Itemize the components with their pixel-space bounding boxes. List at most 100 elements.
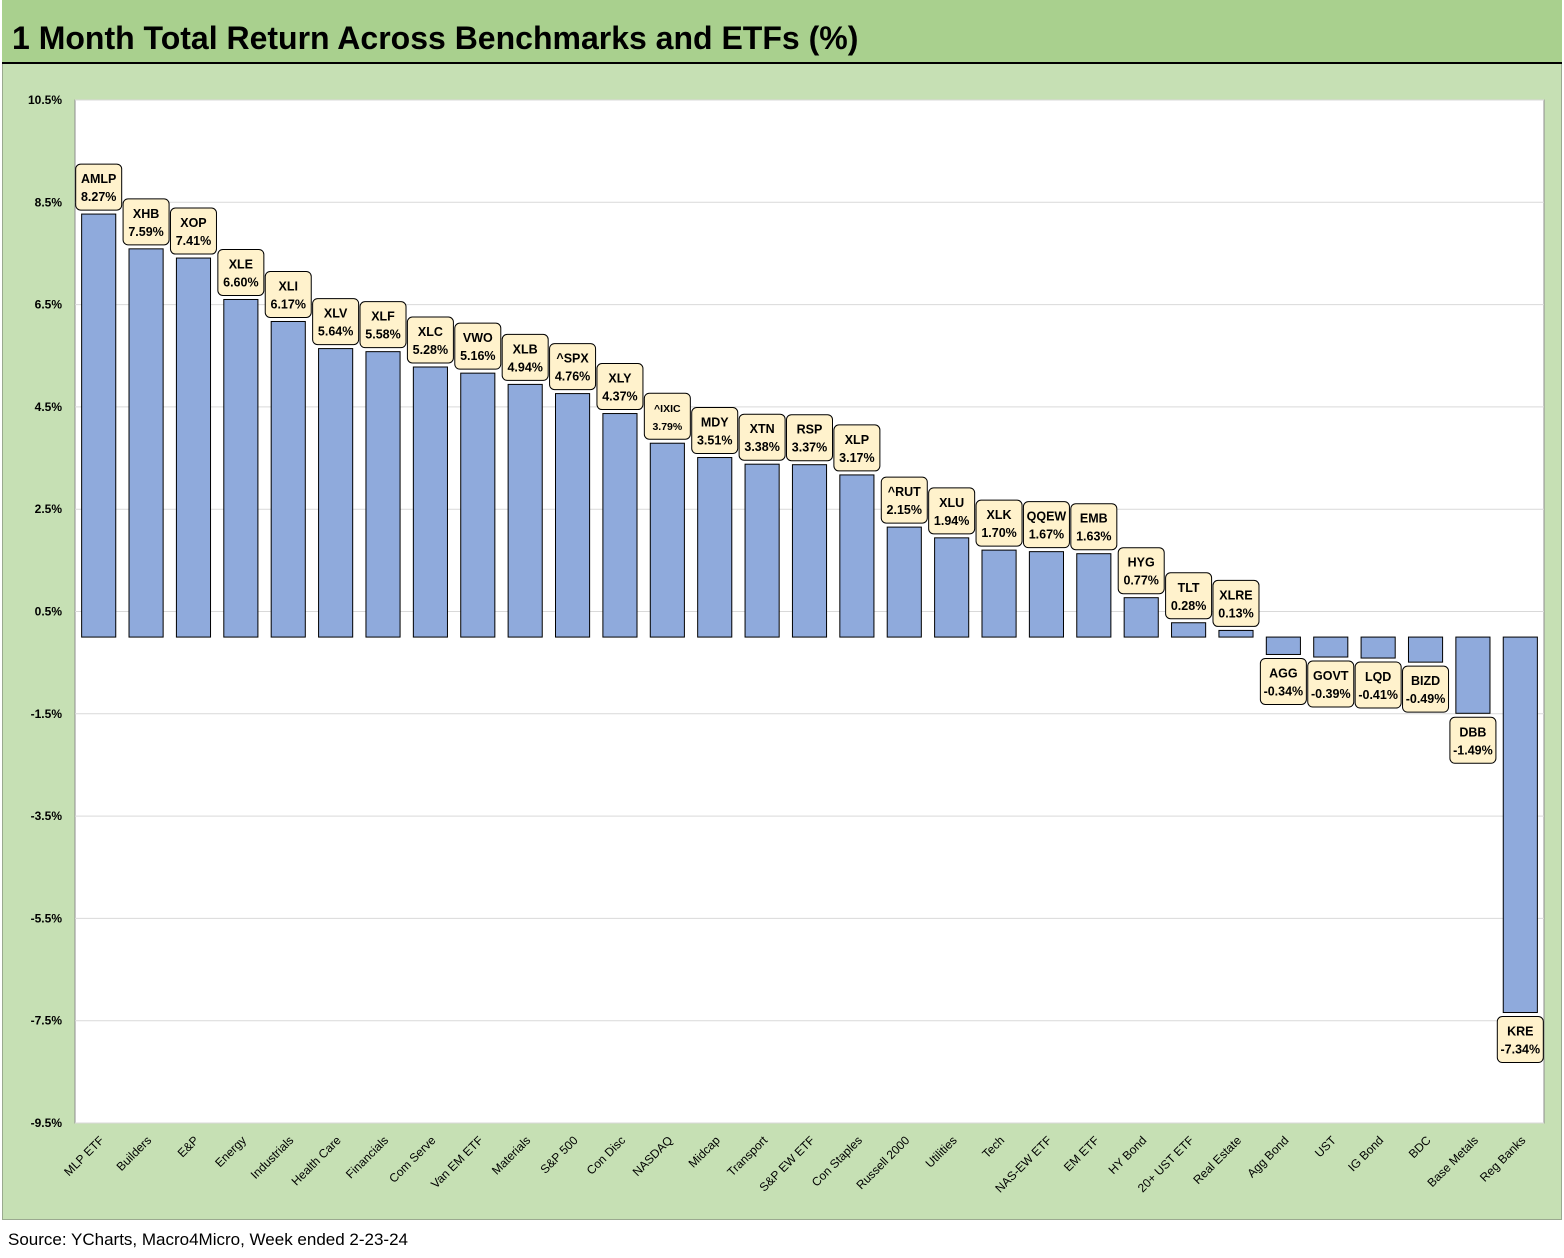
x-tick-label: Real Estate (1190, 1133, 1244, 1187)
data-label-ticker: XOP (180, 216, 206, 230)
bar (1218, 629, 1254, 638)
bar (934, 537, 970, 638)
x-tick-label: MLP ETF (61, 1133, 107, 1179)
bar (318, 348, 354, 638)
x-tick-label: E&P (175, 1133, 202, 1160)
data-label-value: 3.51% (697, 434, 732, 448)
data-label-value: 3.17% (839, 451, 874, 465)
x-tick-label: Agg Bond (1244, 1133, 1291, 1180)
data-label-ticker: HYG (1128, 556, 1155, 570)
bar (1360, 636, 1396, 659)
y-tick-label: 10.5% (28, 93, 62, 107)
data-label-value: 5.64% (318, 325, 353, 339)
data-label-ticker: XLY (608, 372, 632, 386)
data-label-value: 5.58% (365, 328, 400, 342)
data-label-value: 0.13% (1218, 606, 1253, 620)
y-tick-label: -1.5% (31, 707, 63, 721)
bar (175, 257, 212, 638)
data-label-box (359, 301, 407, 349)
bar (460, 372, 496, 638)
data-label-value: -0.41% (1358, 688, 1398, 702)
data-label-value: 8.27% (81, 190, 116, 204)
x-tick-label: Energy (212, 1133, 249, 1170)
data-label-ticker: XTN (750, 422, 775, 436)
data-label-ticker: XLRE (1219, 588, 1252, 602)
data-label-value: 4.94% (507, 360, 542, 374)
data-label-box (169, 207, 217, 255)
data-label-box (264, 270, 312, 318)
data-label-ticker: XLK (987, 508, 1012, 522)
data-label-ticker: XLI (279, 279, 298, 293)
bar (223, 298, 259, 638)
bar (128, 248, 164, 638)
data-label-value: 0.77% (1123, 574, 1158, 588)
x-tick-label: Con Disc (584, 1133, 628, 1177)
x-tick-label: Health Care (289, 1133, 344, 1188)
data-label-value: 1.70% (981, 526, 1016, 540)
bar (981, 549, 1017, 638)
data-label-box (1259, 657, 1307, 705)
bar (697, 457, 733, 638)
x-tick-label: Reg Banks (1477, 1133, 1528, 1184)
data-label-value: 4.76% (555, 370, 590, 384)
y-tick-label: 0.5% (35, 605, 63, 619)
x-tick-label: Midcap (686, 1133, 723, 1170)
data-label-ticker: XLB (513, 342, 538, 356)
data-label-ticker: XLP (845, 433, 869, 447)
x-tick-label: Utilities (923, 1133, 960, 1170)
data-label-box (1022, 501, 1070, 549)
bar (839, 474, 875, 638)
data-label-value: 6.60% (223, 275, 258, 289)
data-label-box (549, 343, 597, 391)
bar (1265, 636, 1301, 655)
x-tick-label: Industrials (248, 1133, 297, 1182)
bar (744, 463, 780, 638)
x-tick-label: NASDAQ (630, 1133, 676, 1179)
data-label-ticker: XHB (133, 207, 159, 221)
bar (1313, 636, 1349, 658)
data-label-value: 1.94% (934, 514, 969, 528)
x-tick-label: Builders (114, 1133, 155, 1174)
data-label-ticker: GOVT (1313, 669, 1349, 683)
y-tick-label: -9.5% (31, 1116, 63, 1130)
data-label-value: 7.59% (128, 225, 163, 239)
data-label-ticker: ^RUT (888, 485, 921, 499)
y-tick-label: -3.5% (31, 809, 63, 823)
data-label-box (975, 499, 1023, 547)
y-tick-label: -7.5% (31, 1014, 63, 1028)
bar (412, 366, 448, 638)
bar (791, 464, 828, 638)
title-bar: 1 Month Total Return Across Benchmarks a… (2, 0, 1562, 64)
bar (602, 413, 638, 638)
data-label-ticker: XLC (418, 325, 443, 339)
data-label-box (880, 476, 928, 524)
data-label-value: -7.34% (1501, 1043, 1541, 1057)
x-tick-label: HY Bond (1106, 1133, 1150, 1177)
data-label-box (1117, 547, 1165, 595)
x-tick-label: IG Bond (1345, 1133, 1386, 1174)
y-tick-label: -5.5% (31, 911, 63, 925)
data-label-box (1070, 503, 1118, 551)
data-label-ticker: QQEW (1027, 510, 1067, 524)
data-label-value: 3.38% (744, 440, 779, 454)
x-tick-label: BDC (1406, 1133, 1434, 1161)
data-label-value: 7.41% (176, 234, 211, 248)
bar (507, 383, 543, 638)
data-label-ticker: MDY (701, 416, 729, 430)
data-label-ticker: EMB (1080, 512, 1108, 526)
data-label-ticker: AMLP (81, 172, 116, 186)
bar (649, 442, 685, 638)
data-label-value: 2.15% (887, 503, 922, 517)
data-label-box (1212, 579, 1260, 627)
data-label-ticker: XLU (939, 496, 964, 510)
bar (1123, 597, 1159, 638)
data-label-ticker: BIZD (1411, 674, 1440, 688)
y-tick-label: 6.5% (35, 298, 63, 312)
data-label-ticker: LQD (1365, 670, 1391, 684)
data-label-box (833, 424, 881, 472)
x-tick-label: EM ETF (1061, 1133, 1102, 1174)
data-label-value: -0.34% (1264, 684, 1304, 698)
data-label-box (501, 333, 549, 381)
data-label-box (312, 298, 360, 346)
bar (1407, 636, 1444, 663)
